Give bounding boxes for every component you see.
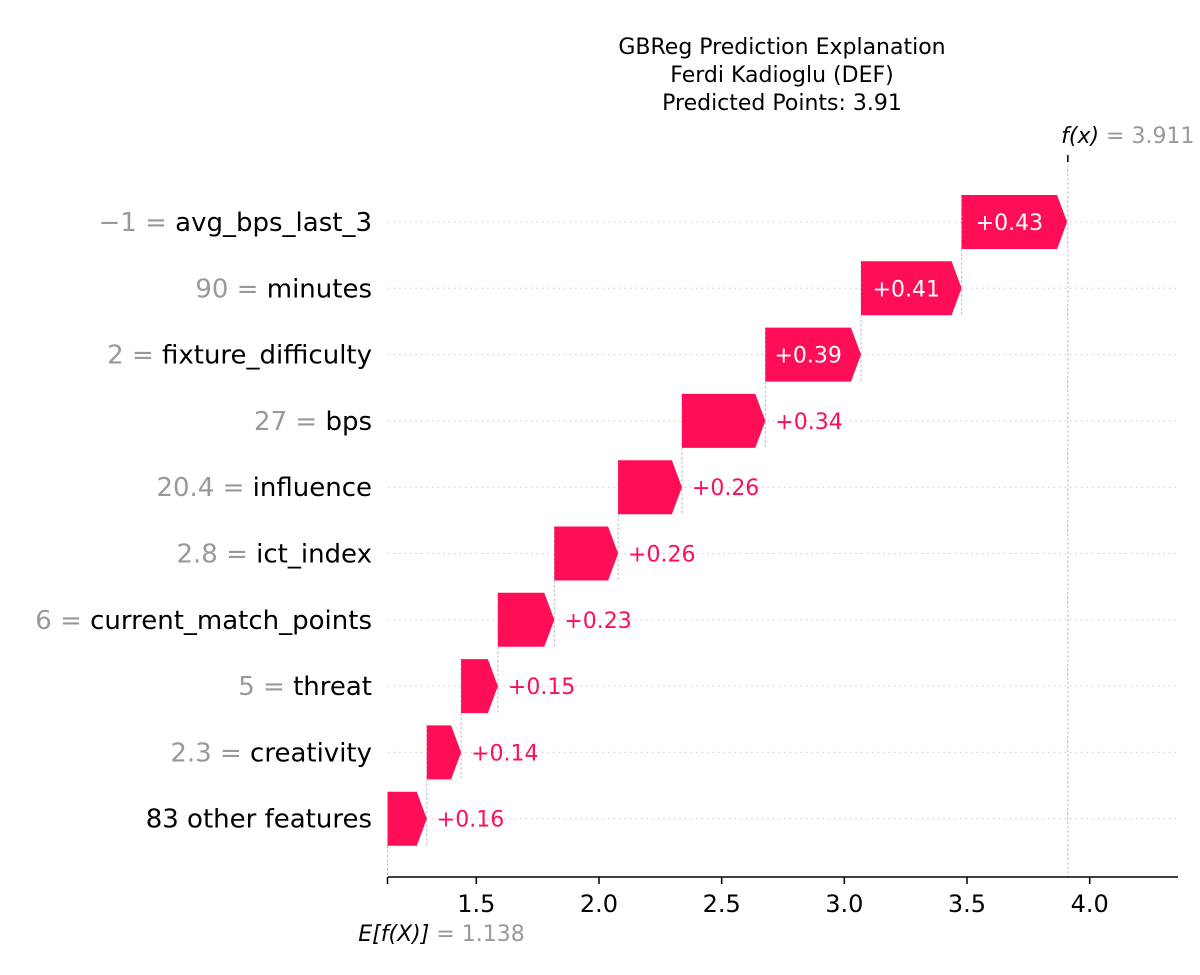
feature-label: 83 other features [146, 805, 372, 835]
chart-title-line-1: GBReg Prediction Explanation [618, 35, 945, 60]
feature-name: fixture_difficulty [162, 341, 372, 371]
feature-label: 20.4 = influence [156, 473, 372, 503]
bar-value-label: +0.34 [775, 410, 842, 435]
feature-label: 27 = bps [254, 407, 372, 437]
feature-name: 83 other features [146, 805, 372, 835]
feature-name: threat [293, 672, 372, 702]
feature-value: 2.8 = [176, 540, 256, 570]
x-axis: 1.5 2.0 2.5 3.0 3.5 4.0 [386, 155, 1178, 918]
bar-influence [618, 460, 682, 515]
x-tick-label: 2.5 [703, 890, 741, 918]
feature-label: 2 = fixture_difficulty [107, 341, 372, 371]
feature-name: current_match_points [90, 606, 372, 636]
fx-expr: f(x) [1061, 124, 1099, 149]
chart-title-line-3: Predicted Points: 3.91 [662, 91, 902, 116]
bar-creativity [426, 725, 462, 780]
ex-expr: E[f(X)] [358, 922, 429, 947]
bar-ict-index [554, 526, 619, 581]
bar-value-label: +0.39 [774, 344, 841, 369]
bar-value-label: +0.43 [976, 211, 1043, 236]
bar-avg-bps-last-3 [961, 195, 1068, 249]
feature-name: bps [325, 407, 372, 437]
feature-name: ict_index [256, 540, 372, 570]
bar-bps [681, 393, 766, 448]
feature-value: −1 = [99, 208, 176, 238]
ex-value: = 1.138 [429, 922, 524, 947]
feature-label: −1 = avg_bps_last_3 [99, 208, 372, 238]
bar-value-label: +0.26 [692, 476, 759, 501]
x-tick-label: 2.0 [580, 890, 618, 918]
bar-fixture-difficulty [765, 327, 861, 382]
output-value-label: f(x) = 3.911 [1061, 124, 1194, 149]
bar-value-label: +0.15 [508, 675, 575, 700]
chart-title-line-2: Ferdi Kadioglu (DEF) [670, 63, 893, 88]
feature-name: influence [253, 473, 372, 503]
bar-value-label: +0.23 [564, 609, 631, 634]
feature-name: avg_bps_last_3 [175, 208, 372, 238]
feature-label: 6 = current_match_points [35, 606, 372, 636]
feature-name: minutes [267, 274, 372, 304]
feature-label: 2.8 = ict_index [176, 540, 372, 570]
base-value-label: E[f(X)] = 1.138 [358, 922, 524, 947]
feature-value: 2.3 = [170, 738, 250, 768]
bars [387, 195, 1068, 846]
bar-value-label: +0.14 [471, 741, 538, 766]
feature-value: 5 = [238, 672, 293, 702]
bar-threat [461, 659, 498, 714]
bar-minutes [861, 261, 962, 316]
bar-83-other-features [387, 791, 427, 846]
feature-label: 90 = minutes [195, 274, 372, 304]
bar-value-label: +0.41 [873, 277, 940, 302]
feature-name: creativity [250, 738, 372, 768]
x-tick-label: 1.5 [457, 890, 495, 918]
bar-value-label: +0.16 [437, 808, 504, 833]
feature-value: 90 = [195, 274, 266, 304]
x-tick-label: 4.0 [1071, 890, 1109, 918]
chart-title: GBReg Prediction Explanation Ferdi Kadio… [618, 35, 945, 116]
connector-lines [387, 160, 1069, 877]
grid-lines [388, 221, 1178, 820]
feature-label: 2.3 = creativity [170, 738, 372, 768]
feature-labels: +0.43 −1 = avg_bps_last_3 +0.41 90 = minute… [35, 208, 1043, 835]
x-tick-label: 3.0 [825, 890, 863, 918]
feature-value: 2 = [107, 341, 162, 371]
feature-label: 5 = threat [238, 672, 372, 702]
x-tick-label: 3.5 [948, 890, 986, 918]
feature-value: 6 = [35, 606, 90, 636]
annotations: f(x) = 3.911 E[f(X)] = 1.138 [358, 124, 1194, 947]
fx-value: = 3.911 [1099, 124, 1194, 149]
bar-value-label: +0.26 [628, 543, 695, 568]
bar-current-match-points [497, 592, 555, 647]
feature-value: 27 = [254, 407, 325, 437]
feature-value: 20.4 = [156, 473, 252, 503]
